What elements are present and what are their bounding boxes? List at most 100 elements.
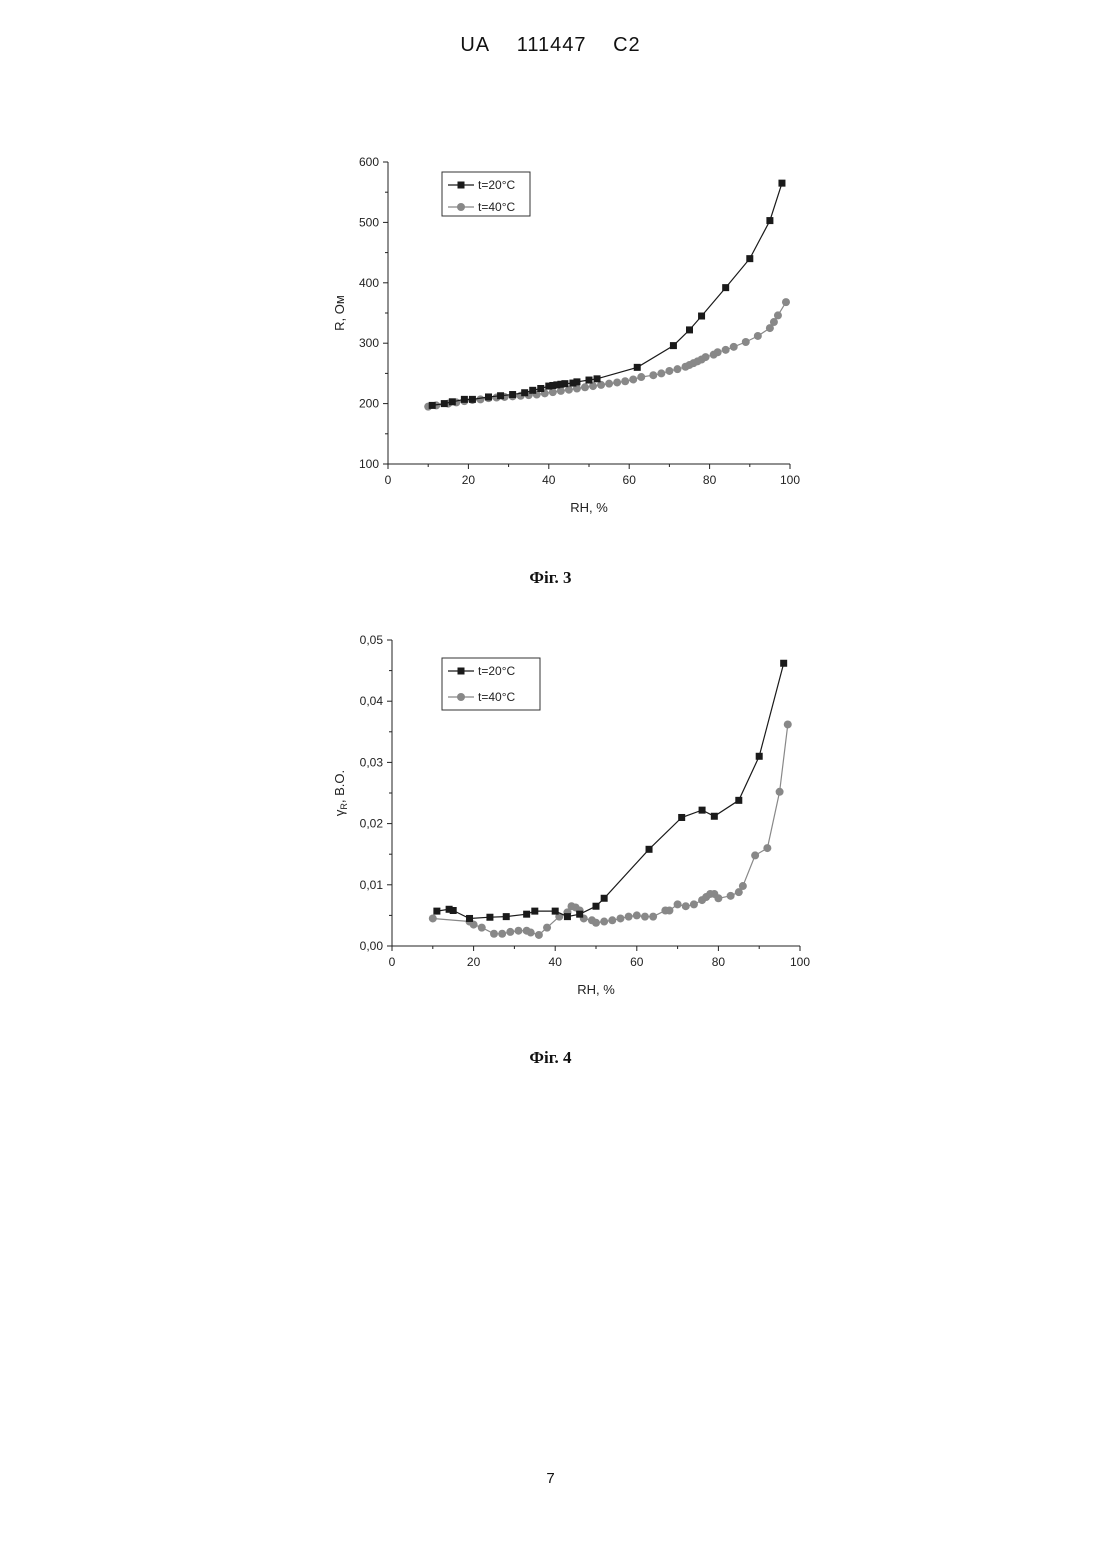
y-axis-label-unit: , В.О. [332,770,347,803]
data-point-square [780,660,787,667]
data-point-circle [682,902,690,910]
data-point-square [670,342,677,349]
data-point-square [429,402,436,409]
data-point-circle [621,377,629,385]
data-point-square [698,313,705,320]
data-point-square [593,903,600,910]
header-country: UA [460,34,490,56]
data-point-circle [613,378,621,386]
data-point-circle [625,913,633,921]
x-tick-label: 20 [462,473,476,487]
data-point-circle [742,338,750,346]
data-point-circle [649,371,657,379]
data-point-square [521,389,528,396]
document-header: UA 111447 C2 [0,34,1101,57]
y-tick-label: 0,02 [360,817,384,831]
data-point-square [576,911,583,918]
data-point-square [450,907,457,914]
x-axis-label: RH, % [577,982,615,997]
data-point-circle [784,720,792,728]
data-point-square [561,380,568,387]
data-point-square [466,915,473,922]
x-tick-label: 40 [542,473,556,487]
header-number: 111447 [517,34,587,56]
data-point-square [461,396,468,403]
data-point-circle [690,900,698,908]
data-point-circle [739,882,747,890]
data-point-circle [543,924,551,932]
data-point-circle [774,311,782,319]
x-tick-label: 80 [703,473,717,487]
x-tick-label: 80 [712,955,726,969]
data-point-square [509,391,516,398]
data-point-square [503,913,510,920]
data-point-circle [674,900,682,908]
data-point-circle [506,928,514,936]
data-point-circle [751,851,759,859]
data-point-square [531,908,538,915]
data-point-square [497,392,504,399]
data-point-circle [754,332,762,340]
data-point-square [449,398,456,405]
data-point-square [646,846,653,853]
data-point-circle [763,844,771,852]
data-point-square [586,377,593,384]
legend-label: t=20°C [478,664,515,678]
data-point-circle [641,913,649,921]
data-point-circle [714,894,722,902]
y-tick-label: 0,01 [360,878,384,892]
data-point-square [573,378,580,385]
y-tick-label: 0,00 [360,939,384,953]
data-point-circle [429,914,437,922]
data-point-square [469,396,476,403]
data-point-circle [665,367,673,375]
data-point-circle [782,298,790,306]
data-point-square [594,375,601,382]
series-line [428,302,786,407]
data-point-square [564,913,571,920]
data-point-circle [722,346,730,354]
data-point-circle [714,348,722,356]
data-point-circle [657,369,665,377]
data-point-square [699,807,706,814]
data-point-square [523,911,530,918]
y-tick-label: 0,04 [360,694,384,708]
x-tick-label: 40 [549,955,563,969]
data-point-circle [637,373,645,381]
header-kind: C2 [613,34,641,56]
data-point-square [678,814,685,821]
sensitivity-chart: 0204060801000,000,010,020,030,040,05RH, … [320,626,810,1006]
data-point-square [601,895,608,902]
data-point-circle [498,930,506,938]
data-point-circle [727,892,735,900]
data-point-circle [702,353,710,361]
data-point-square [441,400,448,407]
y-tick-label: 100 [359,457,379,471]
x-tick-label: 60 [623,473,637,487]
x-tick-label: 60 [630,955,644,969]
data-point-circle [673,365,681,373]
y-tick-label: 400 [359,276,379,290]
data-point-square [711,813,718,820]
y-tick-label: 600 [359,155,379,169]
data-point-circle [592,919,600,927]
resistance-chart: 020406080100100200300400500600RH, %R, Ом… [320,148,800,528]
y-axis-label: γR, В.О. [332,770,349,816]
x-tick-label: 100 [790,955,810,969]
data-point-square [746,255,753,262]
x-tick-label: 0 [385,473,392,487]
data-point-circle [616,914,624,922]
x-tick-label: 0 [389,955,396,969]
data-point-circle [730,343,738,351]
data-point-circle [608,916,616,924]
legend-marker-square [458,668,465,675]
series-line [433,725,788,936]
data-point-square [486,914,493,921]
data-point-circle [490,930,498,938]
data-point-circle [649,913,657,921]
y-tick-label: 0,03 [360,755,384,769]
x-axis-label: RH, % [570,500,608,515]
x-tick-label: 20 [467,955,481,969]
data-point-square [686,326,693,333]
data-point-square [735,797,742,804]
